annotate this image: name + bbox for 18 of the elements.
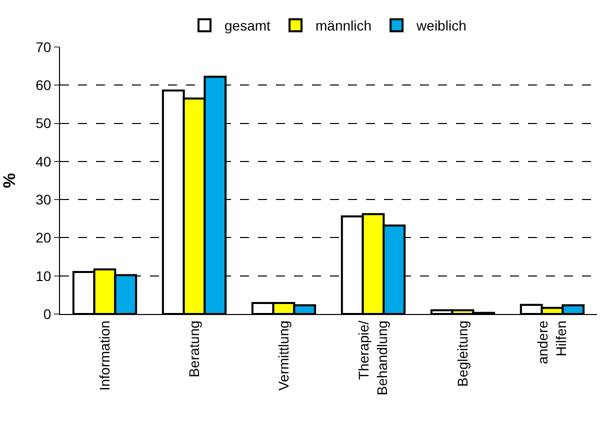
y-tick-label: 10	[36, 268, 52, 284]
y-axis-title: %	[0, 172, 20, 188]
legend-label: männlich	[316, 18, 372, 34]
y-tick-label: 40	[36, 153, 52, 170]
x-tick-label: Begleitung	[454, 320, 470, 387]
y-tick-label: 60	[36, 77, 52, 94]
x-tick-label: Beratung	[186, 320, 202, 378]
x-tick-label: Vermittlung	[275, 320, 292, 391]
y-tick-label: 30	[36, 191, 52, 208]
y-tick-label: 0	[43, 306, 52, 322]
y-tick-label: 20	[36, 230, 52, 246]
x-tick-label: Information	[96, 320, 112, 391]
y-tick-label: 50	[36, 115, 52, 132]
x-tick-label: Therapie/ Behandlung	[356, 320, 390, 396]
legend-label: weiblich	[416, 18, 466, 34]
x-tick-label: andere Hilfen	[534, 320, 569, 364]
y-tick-label: 70	[36, 38, 52, 55]
legend-label: gesamt	[224, 18, 271, 34]
